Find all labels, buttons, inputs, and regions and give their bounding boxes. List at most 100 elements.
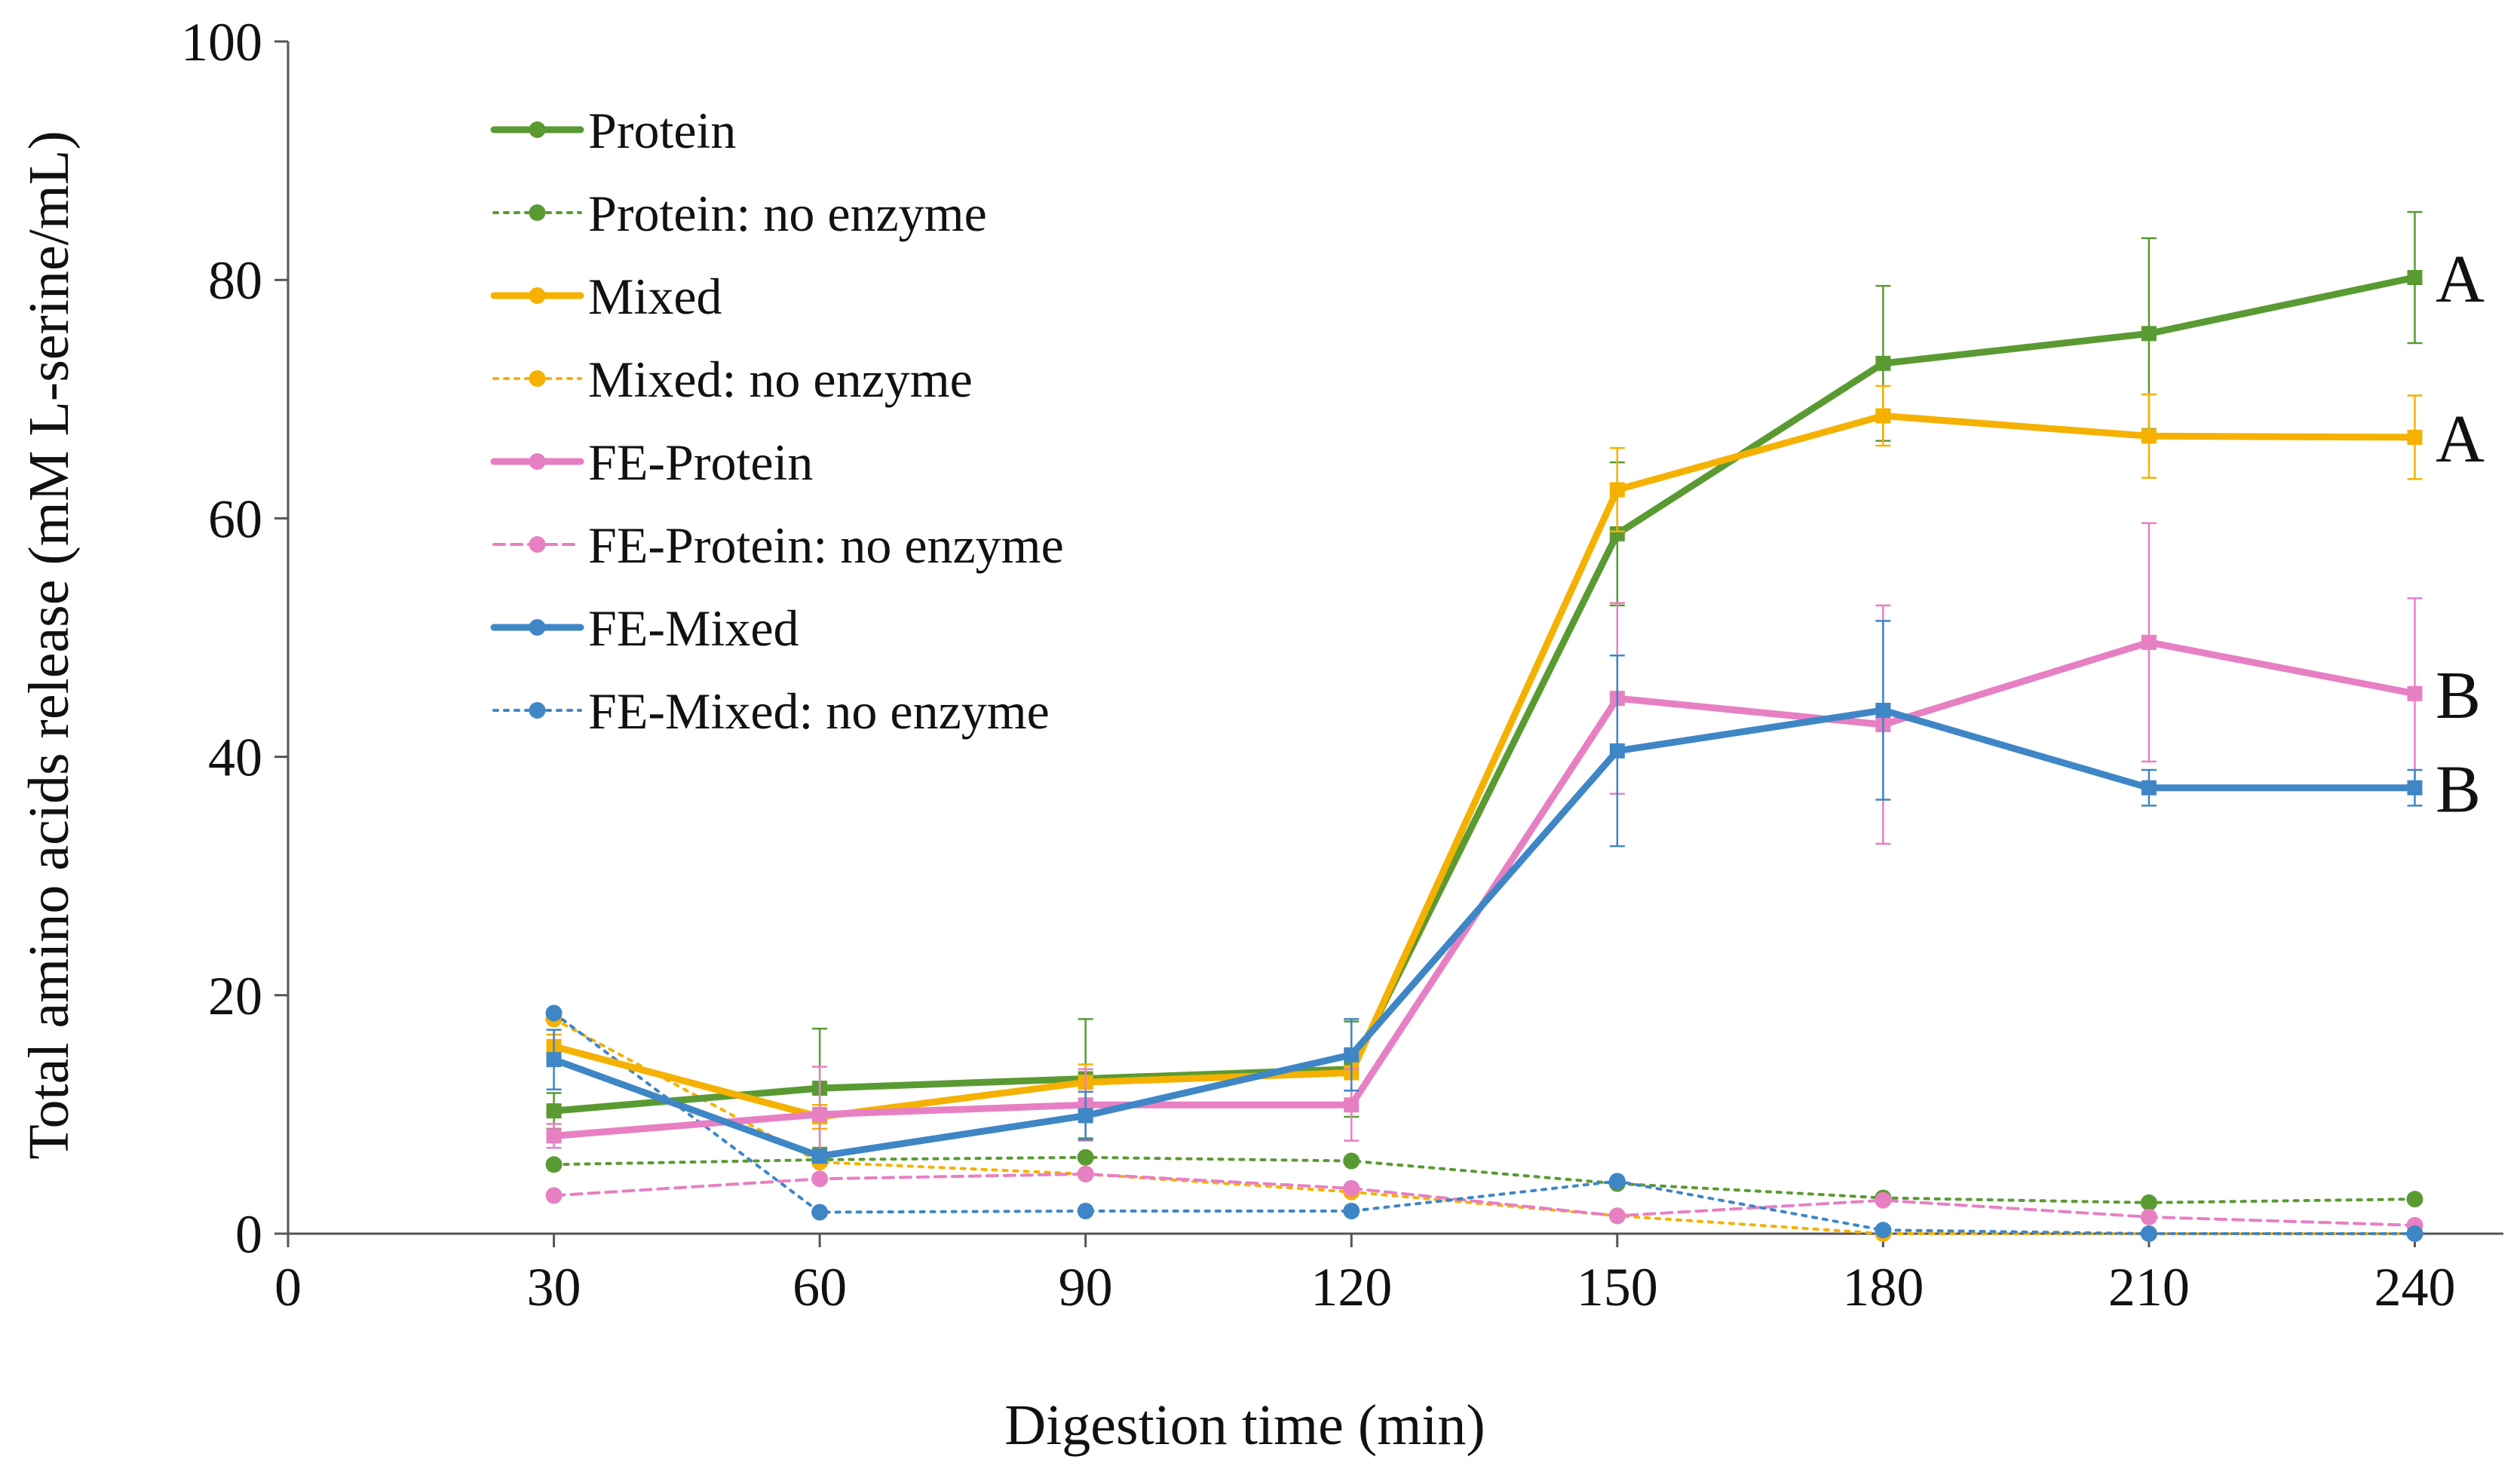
- data-point: [812, 1106, 828, 1122]
- legend-label: Protein: [588, 102, 736, 159]
- significance-label: A: [2436, 402, 2485, 477]
- legend-marker: [529, 370, 546, 387]
- legend-item-protein: Protein: [490, 102, 736, 159]
- legend-marker: [529, 702, 546, 719]
- y-tick-label: 80: [208, 250, 262, 311]
- legend-label: FE-Protein: no enzyme: [588, 517, 1064, 574]
- y-tick-label: 20: [208, 966, 262, 1026]
- data-point: [2407, 780, 2423, 796]
- data-point: [1875, 702, 1891, 718]
- legend-label: Protein: no enzyme: [588, 185, 987, 242]
- data-point: [2141, 326, 2157, 342]
- significance-label: A: [2436, 242, 2485, 317]
- data-point: [1077, 1202, 1094, 1219]
- legend-item-mixed-no-enzyme: Mixed: no enzyme: [492, 351, 973, 408]
- series-fe-protein-no-enzyme: [545, 1165, 2423, 1234]
- data-point: [812, 1148, 828, 1164]
- legend-item-fe-mixed: FE-Mixed: [490, 599, 799, 657]
- data-point: [1608, 1173, 1626, 1190]
- data-point: [1875, 408, 1891, 424]
- data-point: [1875, 1222, 1892, 1239]
- data-point: [1077, 1165, 1094, 1182]
- x-tick-label: 30: [527, 1257, 581, 1317]
- data-point: [1344, 1097, 1360, 1113]
- data-point: [2140, 1225, 2157, 1242]
- data-point: [2141, 634, 2157, 650]
- data-point: [2407, 429, 2423, 445]
- data-point: [811, 1204, 829, 1221]
- data-point: [1077, 1148, 1094, 1166]
- data-point: [1608, 1207, 1626, 1225]
- series-mixed: [546, 385, 2423, 1130]
- data-point: [1343, 1179, 1360, 1197]
- series-fe-protein: [546, 522, 2423, 1164]
- legend-label: FE-Protein: [588, 434, 813, 491]
- data-point: [1609, 526, 1625, 541]
- legend-marker: [529, 287, 546, 304]
- x-axis-title: Digestion time (min): [1004, 1394, 1485, 1457]
- y-tick-label: 100: [181, 12, 262, 72]
- legend-label: FE-Mixed: [588, 599, 799, 657]
- data-point: [2407, 685, 2423, 701]
- data-point: [1609, 743, 1625, 759]
- x-tick-label: 150: [1577, 1257, 1658, 1317]
- data-point: [2406, 1191, 2423, 1208]
- data-point: [546, 1128, 562, 1144]
- y-tick-label: 40: [208, 728, 262, 788]
- legend-item-mixed: Mixed: [490, 268, 722, 325]
- series-fe-mixed: [546, 620, 2423, 1164]
- series-line: [552, 1155, 2417, 1204]
- x-tick-label: 240: [2374, 1257, 2455, 1317]
- series-mixed-no-enzyme: [545, 1010, 2423, 1242]
- axes: 0 20 40 60 80 100 0 30 60 90 120 150 180 210 240 Digest…: [17, 12, 2503, 1457]
- data-point: [2141, 780, 2157, 796]
- legend-label: FE-Mixed: no enzyme: [588, 682, 1050, 740]
- y-tick-label: 60: [208, 489, 262, 549]
- legend-marker: [529, 536, 546, 553]
- data-point: [546, 1103, 562, 1119]
- x-tick-label: 90: [1059, 1257, 1113, 1317]
- data-point: [811, 1170, 829, 1188]
- data-point: [1609, 482, 1625, 498]
- y-tick-label: 0: [235, 1204, 262, 1265]
- series-layer: [545, 210, 2423, 1242]
- data-point: [1344, 1047, 1360, 1063]
- data-point: [2407, 270, 2423, 286]
- data-point: [545, 1187, 563, 1204]
- data-point: [1343, 1202, 1360, 1219]
- series-line: [552, 1172, 2417, 1227]
- series-line: [550, 274, 2418, 1115]
- legend-label: Mixed: [588, 268, 722, 325]
- x-tick-label: 60: [792, 1257, 847, 1317]
- data-point: [2141, 428, 2157, 444]
- x-tick-label: 120: [1311, 1257, 1392, 1317]
- x-tick-label: 0: [274, 1257, 302, 1317]
- data-point: [2406, 1225, 2423, 1242]
- legend-marker: [529, 453, 546, 470]
- group-labels: A A BB: [2436, 242, 2485, 827]
- significance-label: B: [2436, 753, 2481, 827]
- legend-item-fe-protein-no-enzyme: FE-Protein: no enzyme: [492, 517, 1064, 574]
- data-point: [2140, 1194, 2157, 1211]
- data-point: [1875, 1191, 1892, 1209]
- legend: Protein Protein: no enzyme Mixed Mixed: no …: [490, 102, 1064, 740]
- legend-marker: [529, 619, 546, 636]
- legend-item-fe-protein: FE-Protein: [490, 434, 813, 491]
- y-axis-title: Total amino acids release (mM L-serine/m…: [17, 130, 81, 1159]
- x-tick-label: 180: [1842, 1257, 1924, 1317]
- series-fe-mixed-no-enzyme: [545, 1004, 2423, 1242]
- series-line: [550, 707, 2418, 1160]
- legend-marker: [529, 121, 546, 138]
- data-point: [1875, 355, 1891, 371]
- data-point: [1078, 1108, 1093, 1124]
- significance-label: B: [2436, 658, 2481, 733]
- data-point: [546, 1052, 562, 1068]
- legend-item-protein-no-enzyme: Protein: no enzyme: [492, 185, 987, 242]
- legend-item-fe-mixed-no-enzyme: FE-Mixed: no enzyme: [492, 682, 1050, 740]
- data-point: [2140, 1208, 2157, 1225]
- data-point: [1343, 1152, 1360, 1170]
- series-line: [552, 1011, 2417, 1235]
- data-point: [545, 1004, 563, 1022]
- x-tick-label: 210: [2108, 1257, 2190, 1317]
